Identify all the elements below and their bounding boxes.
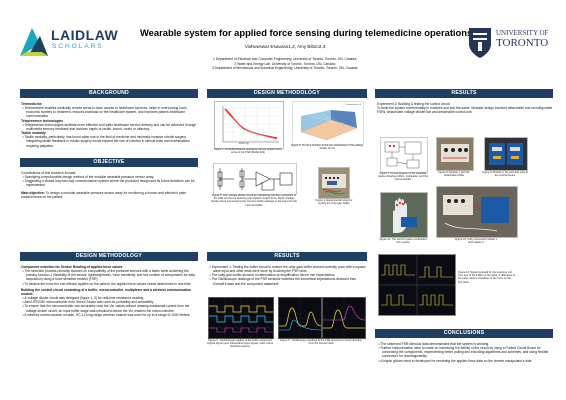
background-heading-tactile: Tactile modality — [21, 131, 46, 136]
methodology-bullet-3: • A voltage divider circuit was designed… — [22, 296, 144, 301]
figure-6-caption: Figure 6 : Oscilloscope readings of the … — [280, 339, 362, 346]
laidlaw-sub: SCHOLARS — [52, 43, 104, 50]
figure-12-caption: Figure 12: Signal received by the receiv… — [458, 271, 516, 284]
section-header-methodology-mid: DESIGN METHODOLOGY — [207, 89, 367, 98]
background-text: Telemedicine • Telemedicine enables medi… — [21, 102, 197, 148]
background-heading-telepresence: Telepresence technologies — [21, 118, 64, 123]
poster-authors: Vishweswar Eswaran1,2, Amy Bilton2,3 — [244, 44, 326, 49]
conclusions-bullet-1: • The observed FSR stimulus data demonst… — [378, 342, 490, 346]
background-bullet-3: • Tactile modality, particularly, has fo… — [22, 135, 190, 148]
figure-7-circuit-diagram — [380, 137, 428, 173]
figure-9-caption: Figure 9: Module 2 Top and side view of … — [482, 171, 528, 178]
figure-1-xlabel: Force (g) — [239, 142, 249, 145]
background-bullet-1: • Telemedicine enables medically remote … — [22, 106, 187, 119]
uoft-name: TORONTO — [496, 37, 549, 49]
objective-bullet-2: • Suggesting a closed loop two-way commu… — [22, 179, 195, 188]
affiliation-2: 2 Water and Energy Lab, University of To… — [234, 61, 336, 66]
methodology-bullet-4: • Atm2-RP2040 microcontroller from Seeed… — [22, 300, 154, 305]
methodology-heading-2: Building the control circuit consisting … — [21, 287, 192, 296]
section-header-conclusions: CONCLUSIONS — [375, 329, 553, 338]
conclusions-bullet-3: • A haptic gloves need to developed for … — [378, 358, 533, 363]
laidlaw-name: LAIDLAW — [51, 27, 119, 43]
figure-3-voltage-divider-circuit — [213, 163, 297, 195]
university-of-toronto-logo: UNIVERSITY OF TORONTO — [467, 24, 552, 64]
results-mid-text: • Experiment 1: Testing the buffer circu… — [208, 265, 368, 286]
figure-5-caption: Figure 5 : Oscilloscope reading of the b… — [206, 339, 274, 349]
section-header-objective: OBJECTIVE — [20, 158, 198, 167]
results-mid-bullet-3: • The Oscilloscope readings of the FSR b… — [209, 277, 357, 286]
laidlaw-scholars-logo: LAIDLAW SCHOLARS — [18, 22, 123, 60]
results-mid-bullet-2: • The unity-gain buffer showed no attenu… — [209, 273, 335, 278]
uoft-top: UNIVERSITY OF — [496, 29, 549, 37]
objective-main: Main objective: To design a modular wear… — [21, 190, 187, 199]
objective-bullet-1: • Specifying a reproducible design metho… — [22, 175, 155, 180]
results-right-paragraph: To build the system incrementally in mod… — [377, 106, 553, 115]
figure-1-caption: Figure 1: Force/Resistance resistance se… — [214, 148, 282, 155]
methodology-bullet-2: • To deduce the force the end effector a… — [22, 281, 192, 286]
methodology-heading-1: Component selection for Sensor Reading o… — [21, 265, 123, 269]
poster-title: Wearable system for applied force sensin… — [140, 27, 473, 38]
poster-header: LAIDLAW SCHOLARS Wearable system for app… — [0, 0, 566, 80]
figure-2-caption: Figure 2: Vin as a function of the two r… — [290, 144, 364, 151]
figure-11-glove-photo — [380, 192, 428, 238]
results-mid-bullet-1: • Experiment 1: Testing the buffer circu… — [209, 265, 366, 274]
conclusions-text: • The observed FSR stimulus data demonst… — [377, 342, 553, 363]
methodology-left-text: Component selection for Sensor Reading o… — [21, 265, 197, 317]
figure-8-module-1-photo — [436, 137, 474, 171]
methodology-bullet-6: • A wireless communication module, HC-12… — [22, 312, 191, 317]
figure-9-module-2-photo — [484, 137, 528, 171]
conclusions-bullet-2: • Further improvements have to made on i… — [378, 346, 549, 359]
results-right-text: Experiment 2: Building & testing the con… — [377, 102, 553, 114]
section-header-background: BACKGROUND — [20, 89, 198, 98]
figure-7-caption: Figure 7: Circuit diagram of the wearabl… — [378, 172, 428, 182]
section-header-methodology-left: DESIGN METHODOLOGY — [20, 252, 198, 261]
section-header-results-mid: RESULTS — [207, 252, 367, 261]
objective-intro: Contributions of this research include: — [21, 171, 77, 175]
affiliation-1: 1 Department of Electrical and Computer … — [213, 57, 357, 61]
methodology-bullet-5: • To ensure that the microcontroller can… — [22, 304, 190, 313]
figure-1-fsr-curve: Force (g) — [214, 101, 284, 149]
objective-text: Contributions of this research include: … — [21, 171, 197, 199]
background-bullet-2: • Telepresence technologies facilitate m… — [22, 122, 197, 131]
figure-10-connected-modules-photo — [436, 186, 518, 238]
poster-affiliations: 1 Department of Electrical and Computer … — [140, 57, 430, 71]
figure-4-experimental-setup-photo — [318, 167, 350, 199]
figure-10-caption: Figure 10: Fully connected module 1 and … — [455, 238, 497, 245]
results-right-intro: Experiment 2: Building & testing the con… — [377, 102, 450, 106]
figure-4-caption: Figure 4: Experimental setup for testing… — [315, 199, 353, 206]
figure-11-caption: Figure 11: The control system embedded i… — [379, 238, 427, 245]
section-header-results-right: RESULTS — [375, 89, 553, 98]
figure-2-vin-surface: Y consistent at 3 — [292, 101, 364, 145]
figure-5-oscilloscope-buffer — [208, 297, 274, 339]
figure-6-oscilloscope-fsr-b — [322, 297, 366, 339]
figure-12-received-signal — [378, 254, 456, 316]
affiliation-3: 3 Department of Mechanical and Industria… — [211, 66, 359, 71]
background-heading-telemedicine: Telemedicine — [21, 102, 42, 106]
figure-3-caption: Figure 3: Left: Voltage divider circuit … — [211, 194, 297, 207]
figure-6-oscilloscope-fsr-a — [278, 297, 322, 339]
figure-8-caption: Figure 8: Module 1 with the detachable F… — [438, 171, 470, 178]
methodology-bullet-1: • The selection process primarily focuse… — [22, 269, 195, 282]
figure-2-legend: Y consistent at 3 — [344, 104, 361, 106]
